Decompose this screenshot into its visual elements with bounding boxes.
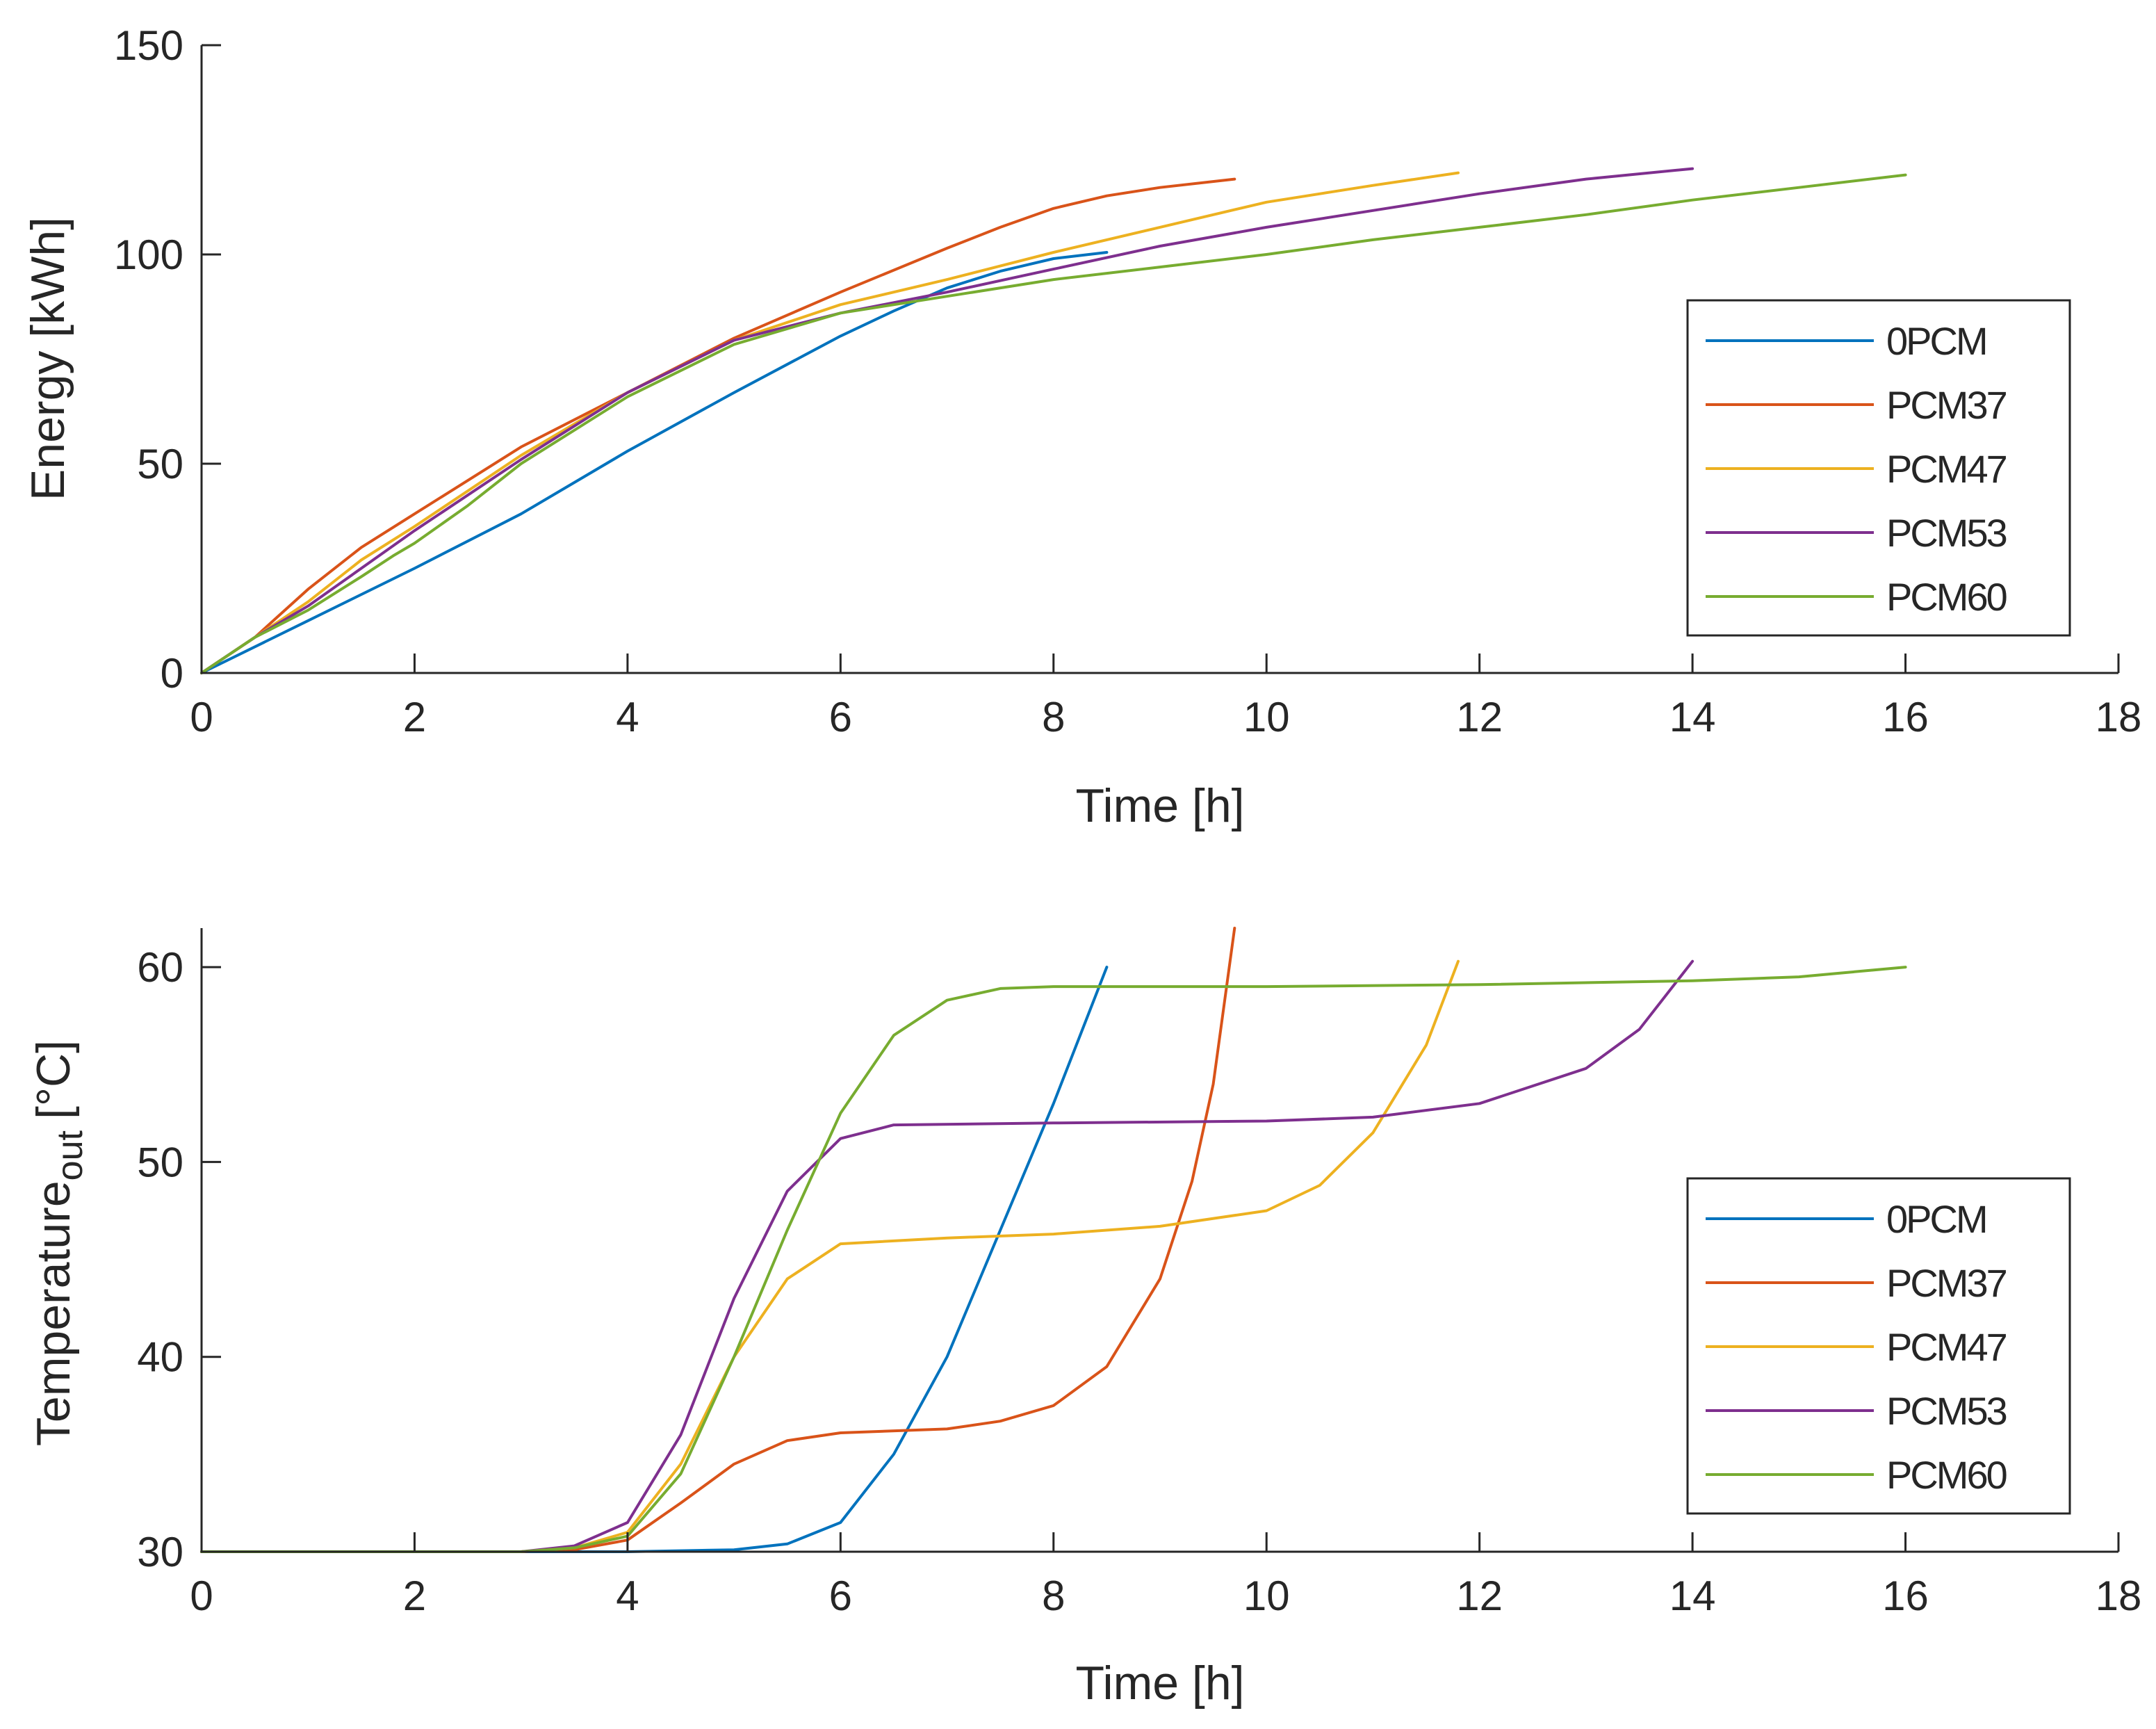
energy-series-pcm37	[200, 177, 1236, 674]
temperature-legend-label-pcm53: PCM53	[1886, 1389, 2007, 1433]
temperature-legend: 0PCM PCM37 PCM47 PCM53 PCM60	[1686, 1177, 2071, 1515]
energy-series-pcm60	[200, 173, 1907, 674]
energy-x-tick-label: 0	[190, 694, 213, 740]
energy-x-tick-label: 2	[403, 694, 426, 740]
energy-chart: 0 2 4 6 8 10 12 14 16 18 0 50 100 150 Energy [kWh] Ti…	[22, 22, 2141, 832]
temperature-x-tick-label: 4	[616, 1573, 639, 1619]
energy-x-tick-label: 12	[1456, 694, 1503, 740]
temperature-series-pcm53	[200, 959, 1694, 1553]
temperature-x-tick-label: 2	[403, 1573, 426, 1619]
temperature-y-tick-label: 50	[137, 1139, 183, 1185]
temperature-x-axis-title: Time [h]	[1075, 1657, 1244, 1710]
temperature-x-tick-label: 8	[1042, 1573, 1065, 1619]
temperature-y-axis-title: Temperatureout [°C]	[27, 1040, 90, 1446]
temperature-legend-label-pcm60: PCM60	[1886, 1453, 2007, 1497]
energy-x-axis-title: Time [h]	[1075, 779, 1244, 832]
temperature-series-pcm60	[200, 966, 1907, 1553]
energy-y-tick-label: 100	[114, 232, 183, 278]
energy-x-tick-label: 6	[829, 694, 852, 740]
energy-legend-label-0pcm: 0PCM	[1886, 319, 1986, 363]
temperature-legend-label-pcm47: PCM47	[1886, 1325, 2007, 1369]
energy-x-tick-label: 18	[2096, 694, 2142, 740]
temperature-x-tick-label: 0	[190, 1573, 213, 1619]
temperature-legend-label-pcm37: PCM37	[1886, 1261, 2007, 1305]
temperature-legend-label-0pcm: 0PCM	[1886, 1197, 1986, 1241]
temperature-x-tick-label: 18	[2096, 1573, 2142, 1619]
energy-y-tick-label: 150	[114, 22, 183, 69]
energy-y-tick-label: 0	[161, 650, 183, 697]
energy-y-tick-label: 50	[137, 441, 183, 487]
temperature-x-tick-label: 14	[1669, 1573, 1716, 1619]
temperature-y-axis-title-main: Temperature	[27, 1180, 80, 1446]
temperature-ticks: 0 2 4 6 8 10 12 14 16 18 30 40 50 60	[137, 944, 2141, 1619]
temperature-y-tick-label: 60	[137, 944, 183, 991]
energy-series-layer	[200, 167, 1907, 674]
energy-y-axis-title: Energy [kWh]	[22, 217, 74, 501]
energy-legend-label-pcm53: PCM53	[1886, 511, 2007, 555]
temperature-x-tick-label: 10	[1243, 1573, 1290, 1619]
energy-series-0pcm	[200, 251, 1109, 674]
energy-ticks: 0 2 4 6 8 10 12 14 16 18 0 50 100 150	[114, 22, 2141, 740]
temperature-x-tick-label: 16	[1882, 1573, 1929, 1619]
energy-legend: 0PCM PCM37 PCM47 PCM53 PCM60	[1686, 299, 2071, 637]
energy-x-tick-label: 8	[1042, 694, 1065, 740]
temperature-x-tick-label: 12	[1456, 1573, 1503, 1619]
temperature-series-pcm37	[200, 927, 1236, 1553]
energy-x-tick-label: 14	[1669, 694, 1716, 740]
temperature-chart: 0 2 4 6 8 10 12 14 16 18 30 40 50 60 Temperatureout [°…	[27, 927, 2141, 1710]
temperature-series-pcm47	[200, 959, 1460, 1553]
energy-x-tick-label: 4	[616, 694, 639, 740]
temperature-y-axis-title-subscript: out	[50, 1130, 90, 1180]
energy-legend-label-pcm37: PCM37	[1886, 383, 2007, 427]
energy-legend-label-pcm47: PCM47	[1886, 447, 2007, 491]
energy-x-tick-label: 10	[1243, 694, 1290, 740]
temperature-y-axis-title-unit: [°C]	[27, 1040, 80, 1119]
temperature-x-tick-label: 6	[829, 1573, 852, 1619]
temperature-y-tick-label: 40	[137, 1334, 183, 1381]
energy-legend-label-pcm60: PCM60	[1886, 575, 2007, 619]
energy-x-tick-label: 16	[1882, 694, 1929, 740]
temperature-y-tick-label: 30	[137, 1529, 183, 1575]
